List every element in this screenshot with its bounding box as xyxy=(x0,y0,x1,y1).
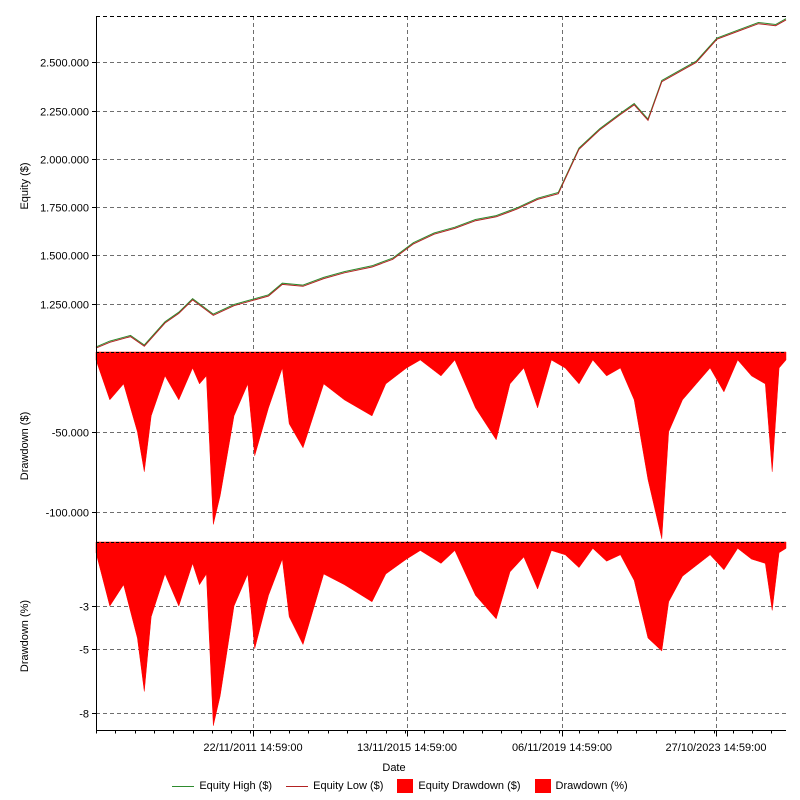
y-axis-label-percent-drawdown: Drawdown (%) xyxy=(19,600,31,672)
x-tick-label: 06/11/2019 14:59:00 xyxy=(512,742,612,754)
y-tick-label: 1.750.000 xyxy=(40,203,89,215)
legend-label-equity-low: Equity Low ($) xyxy=(313,780,384,792)
y-axis-label-equity: Equity ($) xyxy=(19,162,31,209)
legend-swatch-equity-drawdown xyxy=(397,779,414,793)
y-tick-label: -8 xyxy=(79,709,89,721)
x-axis-label: Date xyxy=(382,762,405,774)
y-tick-label: 2.500.000 xyxy=(40,58,89,70)
y-tick-label: -50.000 xyxy=(52,428,89,440)
y-tick-label: 1.250.000 xyxy=(40,300,89,312)
y-tick-label: 2.000.000 xyxy=(40,155,89,167)
legend-item-equity-low: Equity Low ($) xyxy=(286,780,383,792)
series-area-equity-drawdown xyxy=(95,351,787,539)
legend-label-equity-drawdown: Equity Drawdown ($) xyxy=(418,780,521,792)
tick-labels: 1.250.000 1.500.000 1.750.000 2.000.000 2.25… xyxy=(40,58,766,755)
y-axis-label-equity-drawdown: Drawdown ($) xyxy=(19,412,31,480)
legend-label-equity-high: Equity High ($) xyxy=(199,780,273,792)
legend-label-percent-drawdown: Drawdown (%) xyxy=(555,780,628,792)
y-tick-label: 2.250.000 xyxy=(40,107,89,119)
series-area-percent-drawdown xyxy=(95,541,787,726)
series-line-equity-high xyxy=(95,18,787,348)
x-tick-label: 13/11/2015 14:59:00 xyxy=(357,742,457,754)
y-tick-label: 1.500.000 xyxy=(40,251,89,263)
legend-item-percent-drawdown: Drawdown (%) xyxy=(534,779,628,793)
x-tick-label: 22/11/2011 14:59:00 xyxy=(203,742,302,754)
y-tick-label: -5 xyxy=(79,645,89,657)
series-line-equity-low xyxy=(95,19,787,349)
x-tick-label: 27/10/2023 14:59:00 xyxy=(666,742,767,754)
legend-item-equity-drawdown: Equity Drawdown ($) xyxy=(397,779,521,793)
legend-swatch-equity-high xyxy=(172,785,195,787)
axes xyxy=(92,16,786,737)
series-layer xyxy=(95,18,787,726)
legend-swatch-equity-low xyxy=(286,785,309,787)
legend-item-equity-high: Equity High ($) xyxy=(172,780,272,792)
legend: Equity High ($) Equity Low ($) Equity Dr… xyxy=(0,776,800,796)
y-tick-label: -3 xyxy=(79,602,89,614)
y-tick-label: -100.000 xyxy=(46,508,89,520)
legend-swatch-percent-drawdown xyxy=(534,779,551,793)
